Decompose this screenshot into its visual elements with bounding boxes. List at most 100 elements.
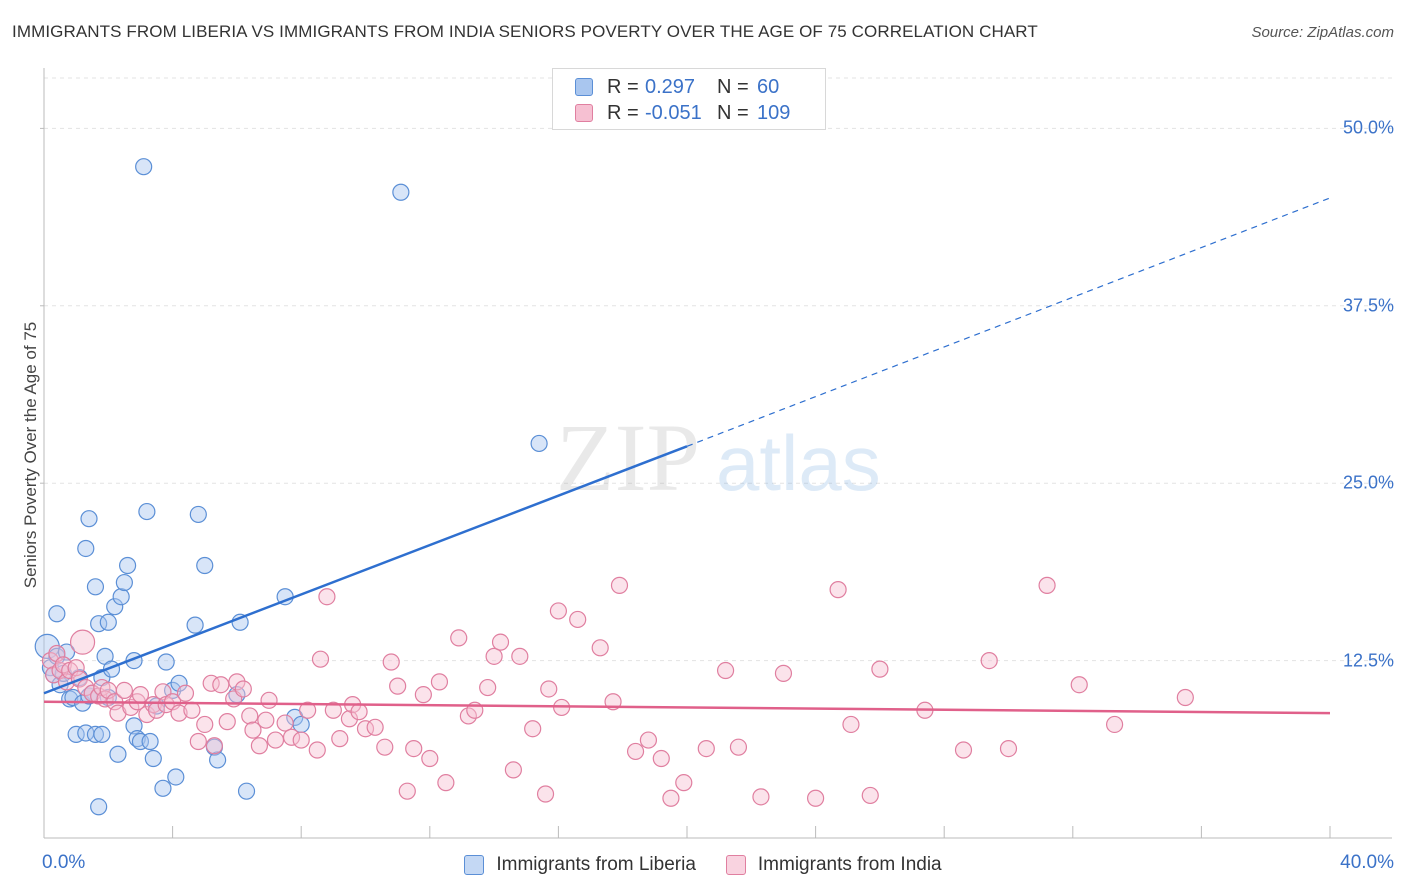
series-0-points <box>34 158 548 816</box>
point-1-60 <box>376 738 394 756</box>
point-0-45 <box>167 768 185 786</box>
point-0-18 <box>86 725 105 743</box>
y-tick-label-3: 50.0% <box>1342 117 1394 138</box>
point-1-106 <box>1070 676 1088 694</box>
point-0-22 <box>93 725 111 743</box>
point-1-104 <box>999 739 1018 758</box>
point-1-105 <box>1038 576 1056 594</box>
point-0-58 <box>392 183 410 201</box>
point-1-29 <box>176 684 195 702</box>
point-0-51 <box>209 751 227 769</box>
point-1-63 <box>398 782 416 800</box>
point-1-45 <box>266 731 285 749</box>
correlation-legend: R = 0.297 N = 60 R = -0.051 N = 109 <box>552 68 826 130</box>
series-legend: Immigrants from Liberia Immigrants from … <box>0 852 1406 878</box>
point-0-14 <box>77 539 95 558</box>
point-0-59 <box>530 434 548 453</box>
point-1-67 <box>430 673 449 691</box>
point-1-31 <box>189 732 207 751</box>
point-0-19 <box>86 578 105 596</box>
point-1-99 <box>861 786 879 805</box>
legend-item-india: Immigrants from India <box>725 852 942 878</box>
point-1-66 <box>421 749 439 768</box>
x-tick-label-max: 40.0% <box>1340 852 1394 873</box>
point-1-41 <box>244 721 262 739</box>
point-1-44 <box>260 691 278 709</box>
point-1-77 <box>524 720 542 738</box>
point-1-53 <box>324 701 342 719</box>
point-1-22 <box>138 705 156 724</box>
point-1-79 <box>540 680 558 698</box>
legend-label-liberia: Immigrants from Liberia <box>496 854 696 875</box>
point-1-100 <box>871 660 889 678</box>
legend-n-value: 60 <box>757 75 780 98</box>
point-1-87 <box>639 731 658 749</box>
point-0-48 <box>189 505 207 524</box>
point-0-4 <box>48 605 66 623</box>
point-1-40 <box>241 707 259 725</box>
point-1-34 <box>205 737 223 755</box>
point-1-57 <box>350 703 368 721</box>
point-0-46 <box>170 674 188 692</box>
point-0-28 <box>106 598 124 616</box>
point-0-25 <box>99 613 117 631</box>
point-1-86 <box>626 742 645 761</box>
point-0-54 <box>237 782 256 800</box>
point-1-97 <box>829 581 847 599</box>
point-1-88 <box>652 749 670 768</box>
point-0-31 <box>115 573 133 592</box>
point-1-30 <box>183 701 201 719</box>
legend-r-value: -0.051 <box>645 101 702 124</box>
y-tick-label-0: 12.5% <box>1342 650 1394 671</box>
point-1-59 <box>366 718 384 736</box>
point-1-43 <box>257 711 275 729</box>
point-1-65 <box>414 686 432 704</box>
point-0-39 <box>141 732 159 751</box>
point-0-47 <box>186 616 204 634</box>
y-tick-label-1: 25.0% <box>1342 472 1394 493</box>
legend-row-liberia: R = 0.297 N = 60 <box>575 75 779 99</box>
legend-n-value: 109 <box>757 101 791 124</box>
watermark-zip: ZIP <box>556 404 700 511</box>
point-1-18 <box>115 681 133 700</box>
point-1-42 <box>250 737 269 755</box>
point-0-29 <box>109 745 127 763</box>
point-1-28 <box>170 704 188 722</box>
point-0-32 <box>118 556 137 575</box>
point-1-62 <box>389 677 407 695</box>
point-1-93 <box>729 738 748 756</box>
point-0-42 <box>154 779 172 797</box>
point-1-47 <box>282 728 301 746</box>
point-1-51 <box>311 650 330 668</box>
legend-r-label: R = <box>607 101 639 124</box>
point-1-98 <box>842 715 860 734</box>
point-1-55 <box>340 710 359 728</box>
point-1-102 <box>954 741 973 759</box>
trend-line-1 <box>43 700 1331 715</box>
legend-swatch-india <box>575 104 593 122</box>
chart-source: Source: ZipAtlas.com <box>1251 24 1394 41</box>
point-0-43 <box>157 653 175 671</box>
legend-label-india: Immigrants from India <box>757 854 942 875</box>
point-1-95 <box>774 664 793 682</box>
legend-swatch-liberia <box>464 855 485 875</box>
point-1-80 <box>549 602 568 620</box>
y-tick-label-2: 37.5% <box>1342 295 1394 316</box>
point-0-35 <box>128 730 146 748</box>
legend-swatch-liberia <box>575 78 593 96</box>
point-0-30 <box>112 588 130 606</box>
point-1-89 <box>662 789 680 807</box>
point-0-49 <box>196 556 214 575</box>
legend-item-liberia: Immigrants from Liberia <box>464 852 696 878</box>
legend-row-india: R = -0.051 N = 109 <box>575 101 790 125</box>
point-1-92 <box>716 661 735 680</box>
point-1-36 <box>218 713 236 731</box>
point-1-107 <box>1105 715 1124 734</box>
point-1-72 <box>479 678 497 697</box>
point-1-46 <box>276 714 294 732</box>
point-1-61 <box>382 653 400 671</box>
trend-line-extension-0 <box>686 197 1331 447</box>
point-0-40 <box>144 749 162 768</box>
series-1-points <box>41 576 1194 807</box>
